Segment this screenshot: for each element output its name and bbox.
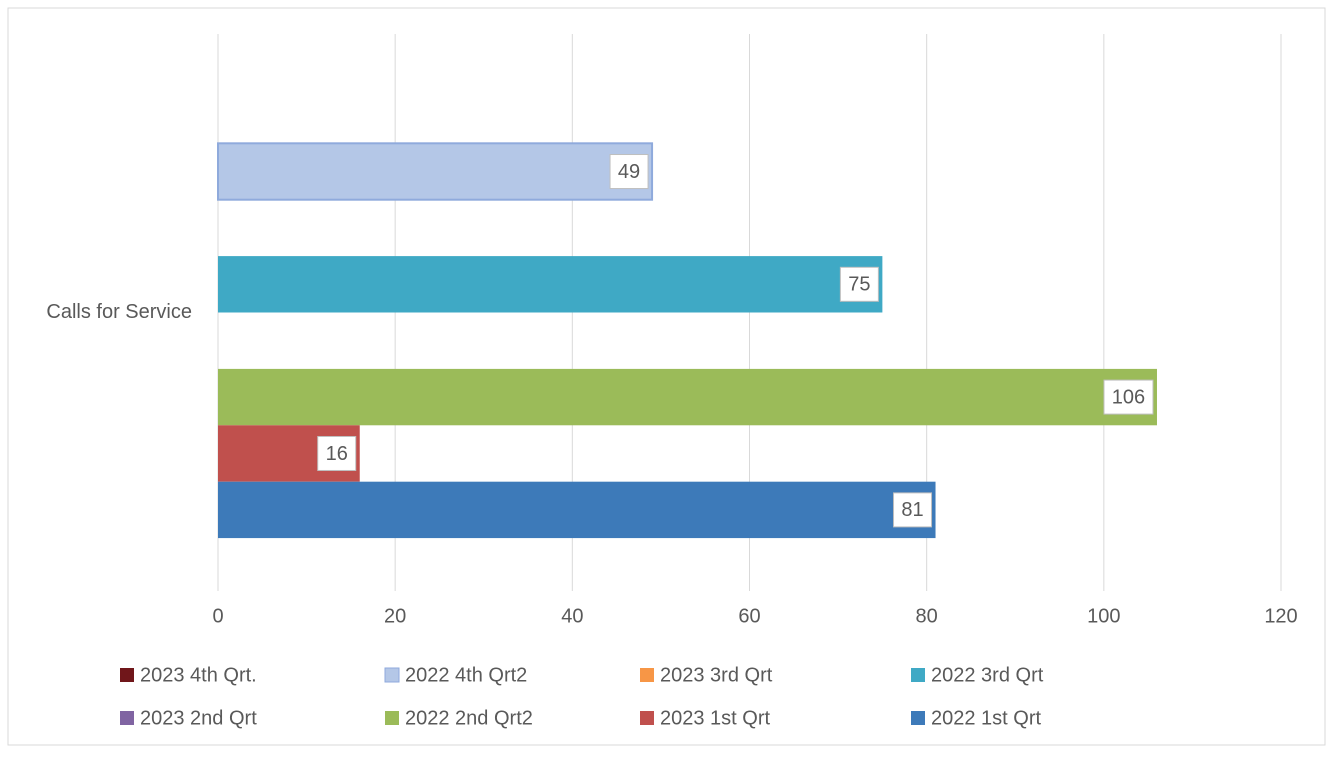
bar (217, 142, 654, 201)
legend-label: 2023 1st Qrt (660, 707, 771, 729)
x-tick-label: 120 (1264, 605, 1297, 627)
legend-label: 2023 3rd Qrt (660, 664, 773, 686)
legend-swatch (385, 711, 399, 725)
x-tick-label: 0 (212, 605, 223, 627)
x-tick-label: 60 (738, 605, 760, 627)
y-tick-label: Calls for Service (46, 301, 192, 323)
legend-swatch (911, 711, 925, 725)
data-label-box (317, 435, 357, 471)
legend-label: 2022 4th Qrt2 (405, 664, 527, 686)
data-label-box (609, 154, 649, 190)
legend-label: 2022 2nd Qrt2 (405, 707, 533, 729)
x-tick-label: 40 (561, 605, 583, 627)
legend-label: 2022 1st Qrt (931, 707, 1042, 729)
legend-label: 2023 4th Qrt. (140, 664, 257, 686)
legend-label: 2023 2nd Qrt (140, 707, 257, 729)
data-label: 75 (848, 274, 870, 296)
data-label: 81 (901, 499, 923, 521)
data-label-box (1103, 379, 1154, 415)
legend-swatch (120, 711, 134, 725)
bar (218, 481, 936, 539)
x-tick-label: 20 (384, 605, 406, 627)
legend-swatch (640, 668, 654, 682)
legend-swatch (640, 711, 654, 725)
data-label-box (839, 266, 879, 302)
data-label: 49 (618, 161, 640, 183)
data-label-box (893, 492, 933, 528)
legend-swatch (911, 668, 925, 682)
data-label: 106 (1112, 386, 1145, 408)
bar (218, 256, 883, 313)
legend-label: 2022 3rd Qrt (931, 664, 1044, 686)
legend-swatch (120, 668, 134, 682)
bar (218, 368, 1157, 426)
legend-swatch (384, 667, 400, 683)
x-tick-label: 100 (1087, 605, 1120, 627)
x-tick-label: 80 (916, 605, 938, 627)
data-label: 16 (326, 443, 348, 465)
